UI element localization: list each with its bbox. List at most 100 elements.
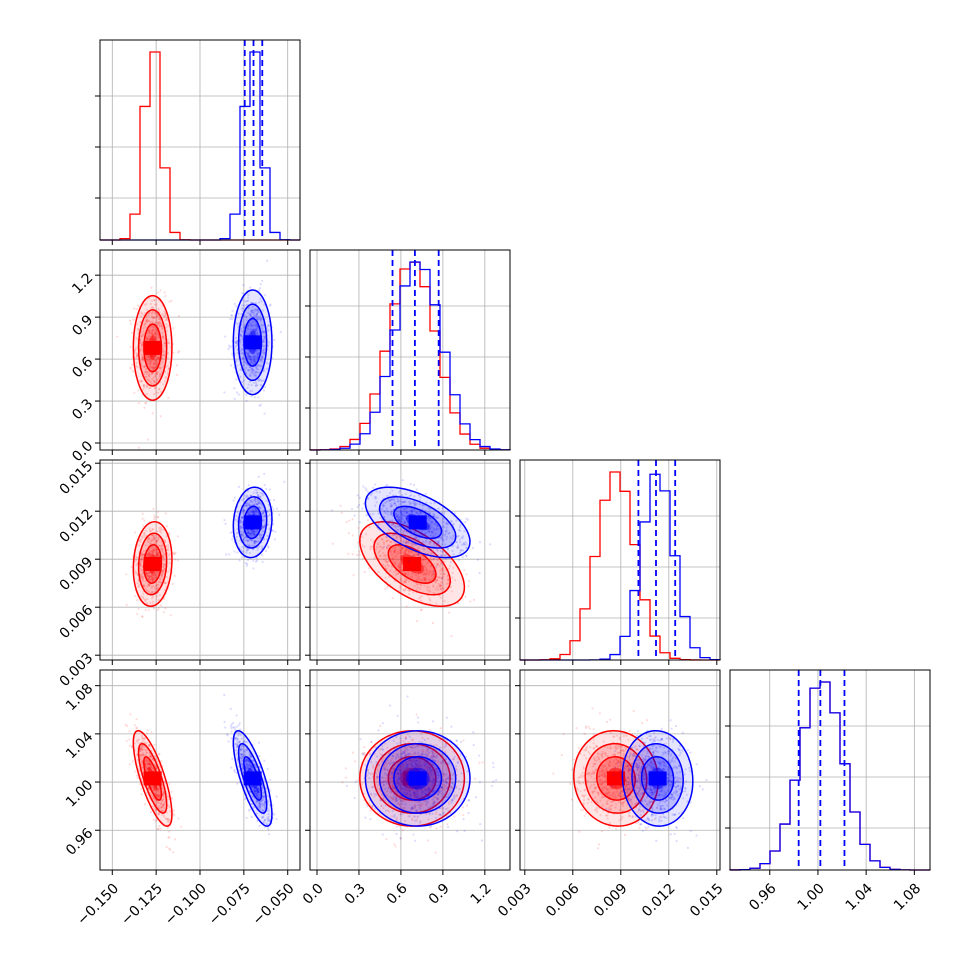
sample-point [144,402,147,405]
sample-point [441,576,444,580]
sample-point [144,368,148,371]
sample-point [257,539,260,543]
sample-point [386,509,389,513]
sample-point [151,328,154,332]
sample-point [136,353,139,357]
sample-point [140,557,143,561]
sample-point [404,573,407,576]
sample-point [244,315,247,318]
sample-point [150,299,153,302]
sample-point [249,313,252,316]
sample-point [465,555,468,558]
sample-point [451,549,454,553]
sample-point [154,537,157,541]
sample-point [438,565,441,568]
sample-point [149,358,152,361]
scatter-panel-2-1 [305,459,511,665]
sample-point [422,577,425,580]
sample-point [387,565,390,568]
sample-point [163,539,166,542]
sample-point [402,500,405,503]
sample-point [253,533,256,536]
sample-point [407,589,410,592]
sample-point [145,370,148,373]
sample-point [145,338,149,341]
sample-point [253,355,256,358]
sample-point [171,582,174,586]
sample-point [156,356,159,359]
sample-point [156,313,159,317]
sample-point [428,572,431,575]
sample-point [441,543,444,546]
sample-point [147,355,150,358]
sample-point [252,362,255,365]
sample-point [157,335,160,338]
sample-point [152,307,155,310]
sample-point [141,536,145,539]
sample-point [399,551,403,554]
sample-point [157,824,161,828]
sample-point [154,360,157,363]
sample-point [156,587,159,590]
sample-point [161,570,165,573]
sample-point [382,532,385,536]
sample-point [151,315,154,318]
sample-point [436,579,439,582]
sample-point [139,538,142,542]
sample-point [255,365,258,368]
sample-point [273,338,276,342]
sample-point [440,537,444,540]
sample-point [411,511,414,514]
sample-point [155,336,158,339]
sample-point [388,528,391,531]
sample-point [138,564,142,567]
sample-point [163,563,166,567]
sample-point [255,366,258,370]
sample-point [163,316,166,319]
sample-point [139,541,142,544]
sample-point [427,506,430,509]
sample-point [433,528,436,531]
sample-point [241,527,244,530]
sample-point [156,554,159,557]
sample-point [402,521,405,524]
sample-point [157,333,160,336]
sample-point [153,316,156,320]
sample-point [404,588,407,591]
sample-point [419,511,423,515]
sample-point [149,540,152,543]
sample-point [417,539,420,542]
sample-point [450,541,453,544]
sample-point [450,520,453,523]
sample-point [149,362,152,366]
sample-point [256,356,259,359]
sample-point [259,383,262,386]
sample-point [415,529,418,532]
sample-point [159,318,162,321]
sample-point [382,558,385,561]
sample-point [173,552,176,555]
sample-point [239,334,242,337]
sample-point [243,379,246,382]
sample-point [391,498,394,501]
sample-point [165,845,168,849]
sample-point [148,537,151,540]
sample-point [243,368,246,371]
sample-point [404,551,407,554]
sample-point [146,370,149,374]
sample-point [147,576,150,579]
sample-point [382,545,386,548]
sample-point [164,581,167,585]
sample-point [147,762,151,766]
sample-point [420,599,423,602]
sample-point [439,587,443,591]
sample-point [255,510,258,513]
sample-point [153,366,156,369]
sample-point [257,379,260,382]
sample-point [160,528,163,531]
sample-point [412,553,416,556]
sample-point [259,491,262,495]
sample-point [415,537,419,540]
sample-point [417,577,420,580]
sample-point [435,565,438,568]
